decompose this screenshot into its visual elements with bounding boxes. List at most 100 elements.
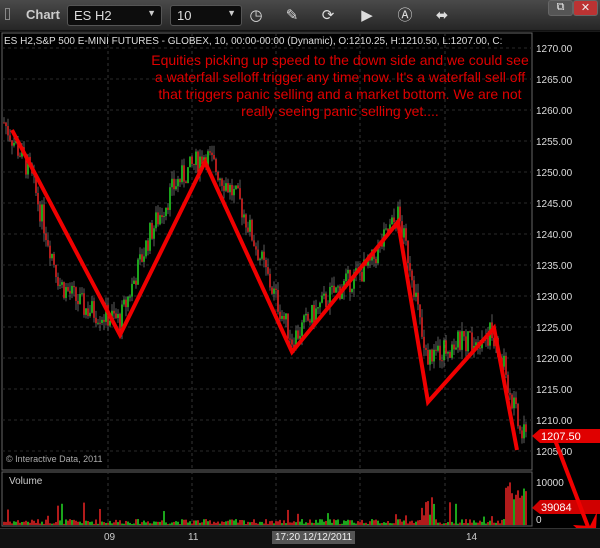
price-tick: 1230.00 bbox=[536, 292, 573, 303]
candle-body bbox=[95, 317, 97, 324]
close-button[interactable]: ✕ bbox=[573, 0, 598, 16]
candle-body bbox=[507, 374, 509, 394]
candle-body bbox=[13, 142, 15, 146]
candle-body bbox=[525, 424, 527, 432]
volume-bar bbox=[327, 513, 329, 525]
candle-body bbox=[41, 204, 43, 222]
volume-bar bbox=[515, 494, 517, 525]
refresh-icon[interactable]: ⟳ bbox=[321, 7, 335, 24]
volume-bar bbox=[271, 520, 273, 525]
price-tick: 1270.00 bbox=[536, 44, 573, 55]
volume-bar bbox=[367, 523, 369, 525]
candle-body bbox=[245, 214, 247, 228]
interval-value: 10 bbox=[177, 8, 192, 23]
candle-body bbox=[263, 251, 265, 261]
volume-bar bbox=[395, 514, 397, 525]
candle-body bbox=[469, 331, 471, 333]
volume-bar bbox=[287, 509, 289, 525]
candle-body bbox=[9, 135, 11, 141]
candle-body bbox=[423, 336, 425, 348]
candle-body bbox=[237, 185, 239, 189]
pencil-icon[interactable]: ✎ bbox=[285, 7, 299, 24]
volume-bar bbox=[221, 521, 223, 525]
candle-body bbox=[89, 312, 91, 317]
volume-bar bbox=[131, 523, 133, 525]
restore-button[interactable]: ⧉ bbox=[548, 0, 573, 16]
link-icon[interactable]: ⬌ bbox=[435, 7, 449, 24]
volume-bar bbox=[307, 522, 309, 525]
volume-bar bbox=[81, 523, 83, 525]
candle-body bbox=[239, 188, 241, 199]
candle-body bbox=[447, 352, 449, 354]
candle-body bbox=[419, 304, 421, 318]
candle-body bbox=[145, 240, 147, 257]
volume-bar bbox=[255, 522, 257, 525]
candle-body bbox=[313, 305, 315, 323]
candle-body bbox=[461, 331, 463, 350]
volume-bar bbox=[415, 521, 417, 525]
alert-icon[interactable]: Ⓐ bbox=[397, 7, 413, 24]
candle-body bbox=[229, 184, 231, 193]
volume-bar bbox=[303, 523, 305, 525]
volume-bar bbox=[125, 520, 127, 525]
chart-area[interactable] bbox=[0, 32, 600, 528]
volume-bar bbox=[313, 523, 315, 525]
volume-bar bbox=[517, 490, 519, 525]
volume-bar bbox=[505, 487, 507, 525]
clock-icon[interactable]: ◷ bbox=[249, 7, 263, 24]
volume-bar bbox=[345, 521, 347, 525]
volume-bar bbox=[467, 523, 469, 525]
last-price-flag bbox=[532, 429, 600, 443]
candle-body bbox=[213, 155, 215, 160]
volume-bar bbox=[475, 522, 477, 525]
drag-grip-icon[interactable] bbox=[5, 8, 10, 20]
candle-body bbox=[455, 347, 457, 350]
volume-bar bbox=[137, 519, 139, 525]
volume-bar bbox=[13, 521, 15, 525]
volume-bar bbox=[113, 522, 115, 525]
interval-select[interactable]: 10 ▼ bbox=[170, 5, 242, 26]
volume-bar bbox=[223, 521, 225, 525]
candle-body bbox=[325, 293, 327, 308]
candle-body bbox=[307, 313, 309, 321]
volume-bar bbox=[477, 522, 479, 525]
volume-bar bbox=[227, 520, 229, 525]
volume-bar bbox=[99, 508, 101, 525]
candle-body bbox=[277, 289, 279, 312]
volume-bar bbox=[231, 519, 233, 525]
candle-body bbox=[149, 223, 151, 251]
volume-bar bbox=[391, 523, 393, 525]
candle-body bbox=[413, 280, 415, 297]
candle-body bbox=[69, 290, 71, 294]
play-icon[interactable]: ▶ bbox=[361, 7, 373, 24]
volume-bar bbox=[127, 521, 129, 525]
volume-bar bbox=[393, 523, 395, 525]
candle-body bbox=[163, 216, 165, 218]
candle-body bbox=[405, 228, 407, 241]
candle-body bbox=[167, 207, 169, 210]
volume-bar bbox=[407, 523, 409, 525]
volume-bar bbox=[373, 520, 375, 525]
volume-bar bbox=[357, 521, 359, 525]
volume-bar bbox=[321, 519, 323, 525]
candle-body bbox=[169, 187, 171, 210]
last-price: 1207.50 bbox=[541, 431, 581, 443]
candle-body bbox=[37, 192, 39, 205]
volume-bar bbox=[461, 519, 463, 525]
candle-body bbox=[255, 246, 257, 250]
volume-bar bbox=[371, 519, 373, 525]
candle-body bbox=[401, 221, 403, 238]
volume-bar bbox=[225, 521, 227, 525]
candle-body bbox=[385, 228, 387, 230]
volume-bar bbox=[401, 521, 403, 525]
candle-body bbox=[17, 141, 19, 156]
candle-body bbox=[157, 212, 159, 225]
volume-bar bbox=[215, 522, 217, 525]
candle-body bbox=[345, 273, 347, 281]
volume-bar bbox=[381, 523, 383, 525]
candle-body bbox=[521, 430, 523, 439]
symbol-select[interactable]: ES H2 ▼ bbox=[67, 5, 162, 26]
volume-bar bbox=[211, 523, 213, 525]
volume-bar bbox=[263, 523, 265, 525]
